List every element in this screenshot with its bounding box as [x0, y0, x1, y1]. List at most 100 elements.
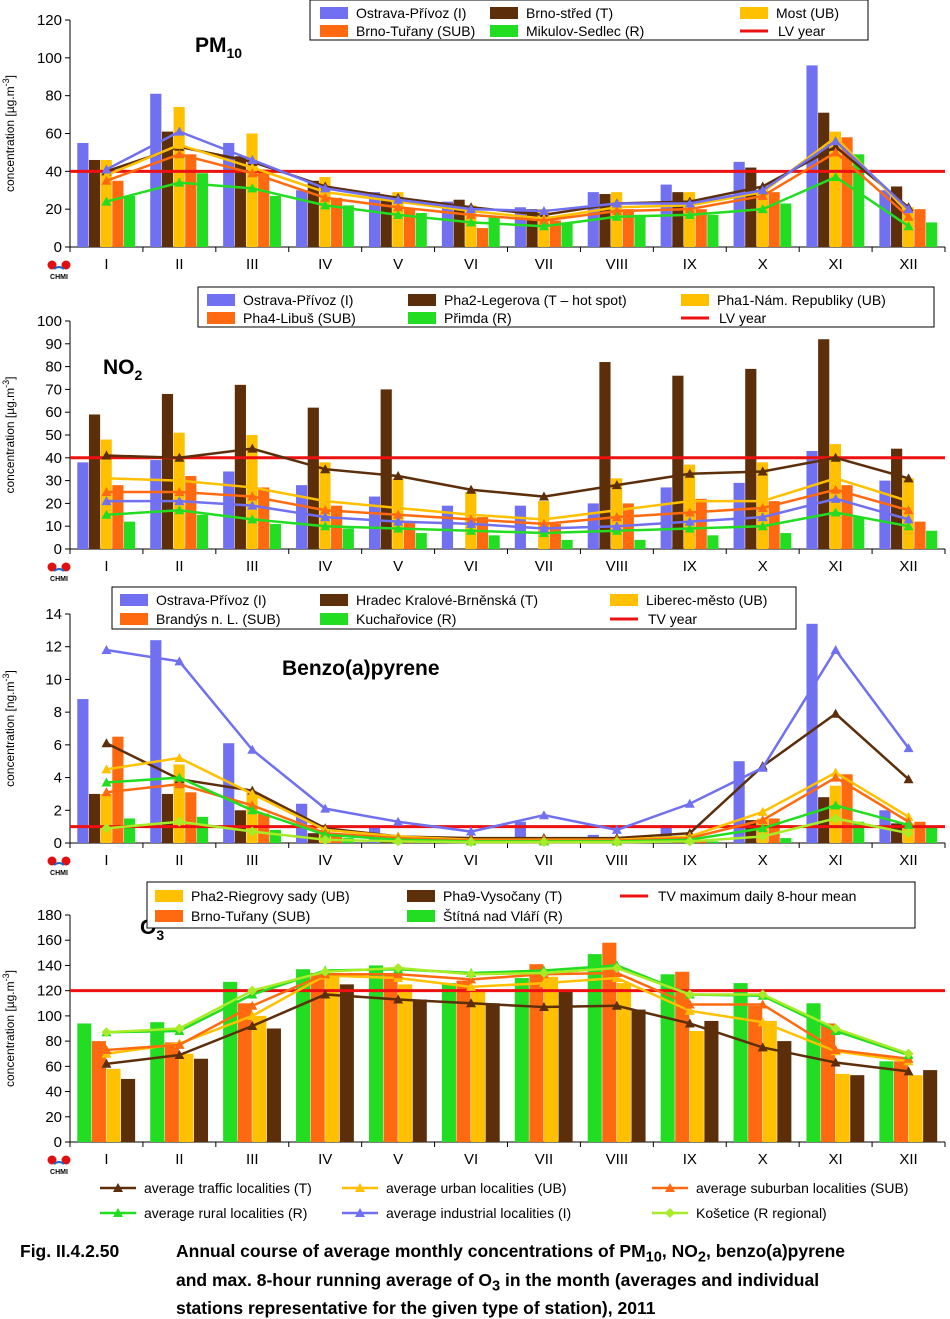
x-tick-label: IX [683, 852, 697, 869]
point-marker [757, 1042, 768, 1052]
point-marker [757, 496, 768, 506]
legend-swatch [207, 312, 235, 324]
legend-swatch [407, 910, 435, 922]
y-tick-label: 90 [45, 336, 62, 353]
series-line [106, 974, 909, 1063]
bar [234, 384, 246, 549]
legend-box [146, 881, 916, 929]
bar [806, 450, 818, 549]
chart-title-text: Benzo(a)pyrene [282, 657, 440, 680]
point-marker [247, 162, 258, 172]
point-marker [247, 1020, 258, 1030]
bar [185, 792, 197, 843]
bar [660, 487, 672, 549]
bar [853, 154, 865, 247]
logo-wave [53, 1161, 65, 1165]
bar [307, 180, 319, 247]
point-marker [466, 998, 477, 1008]
point-marker [903, 204, 914, 214]
bar [266, 1028, 281, 1142]
point-marker [757, 999, 768, 1009]
bar [123, 521, 136, 549]
bar [223, 142, 235, 247]
x-tick-label: II [175, 852, 183, 869]
y-axis-label: concentration [ng.m-3] [1, 670, 17, 787]
bar [914, 521, 926, 549]
legend-label: Brno-Tuřany (SUB) [356, 23, 475, 39]
bar [106, 1068, 121, 1142]
legend-swatch [490, 25, 518, 37]
bar [223, 471, 235, 549]
bar [707, 214, 719, 247]
point-marker [684, 496, 695, 506]
point-marker [757, 502, 768, 512]
bar [818, 797, 830, 843]
point-marker [757, 823, 768, 833]
bar [599, 194, 611, 247]
chmi-logo: CHMI [47, 856, 71, 877]
logo-text: CHMI [50, 870, 68, 877]
chart-title-subscript: 3 [156, 927, 164, 943]
bar [853, 517, 865, 549]
x-tick-label: XII [899, 1151, 917, 1168]
logo-dot-left [47, 856, 57, 866]
point-marker [830, 772, 841, 782]
caption-line2-end: in the month (averages and individual [500, 1269, 820, 1290]
caption-line2: and max. 8-hour running average of O [176, 1269, 493, 1290]
legend-swatch [155, 910, 183, 922]
point-marker [174, 779, 185, 789]
bar [526, 209, 538, 247]
point-marker [101, 1058, 112, 1068]
bar [748, 1005, 763, 1142]
point-marker [684, 523, 695, 533]
legend-label: Ostrava-Přívoz (I) [156, 592, 266, 608]
bar [196, 816, 209, 843]
point-marker [757, 190, 768, 200]
bar [319, 462, 331, 549]
x-tick-label: III [246, 558, 259, 575]
caption-line1: Annual course of average monthly concent… [176, 1241, 646, 1261]
y-tick-label: 10 [45, 671, 62, 688]
x-tick-label: XI [829, 558, 843, 575]
series-line [106, 964, 909, 1057]
point-marker [247, 788, 258, 798]
legend-swatch [120, 594, 148, 606]
point-marker [903, 211, 914, 221]
point-marker [247, 1010, 258, 1020]
logo-text: CHMI [50, 1169, 68, 1176]
point-marker [684, 836, 695, 847]
legend-label: Ostrava-Přívoz (I) [356, 5, 466, 21]
bar [879, 190, 891, 247]
point-marker [393, 194, 404, 204]
bar [879, 480, 891, 549]
point-marker [611, 512, 622, 522]
bar [112, 485, 124, 549]
point-marker [538, 206, 549, 216]
x-tick-label: X [758, 558, 768, 575]
point-marker [538, 491, 549, 501]
point-marker [538, 837, 549, 848]
point-marker [538, 528, 549, 538]
legend-box [111, 586, 797, 630]
point-marker [320, 989, 331, 999]
bar [185, 154, 197, 247]
bar [599, 362, 611, 549]
bottom-legend-label: average rural localities (R) [144, 1205, 307, 1221]
legend-label: TV maximum daily 8-hour mean [658, 888, 856, 904]
caption-prefix: Fig. II.4.2.50 [20, 1241, 120, 1261]
point-marker [101, 473, 112, 483]
x-tick-label: VI [464, 558, 478, 575]
point-marker [320, 464, 331, 474]
bar [296, 485, 308, 549]
chart-legend: Ostrava-Přívoz (I) Hradec Kralové-Brněnsk… [111, 586, 797, 630]
x-tick-label: IV [318, 852, 332, 869]
caption-line1-end: , benzo(a)pyrene [705, 1241, 846, 1261]
point-marker [393, 509, 404, 519]
x-tick-label: XII [899, 852, 917, 869]
point-marker [247, 482, 258, 492]
point-marker [174, 505, 185, 515]
point-marker [684, 1018, 695, 1028]
legend-label: LV year [778, 23, 826, 39]
point-marker [611, 211, 622, 221]
y-tick-label: 120 [37, 12, 62, 29]
